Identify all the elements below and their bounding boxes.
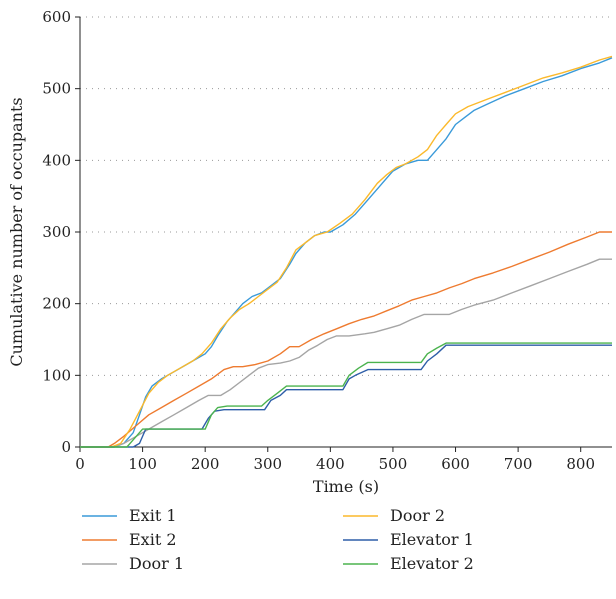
x-tick-label: 700 [504, 455, 533, 473]
series-lines [80, 55, 613, 448]
series-line-elevator-1 [80, 344, 612, 448]
x-tick-label: 100 [128, 455, 157, 473]
legend-label-exit-2: Exit 2 [129, 530, 177, 549]
y-tick-label: 100 [42, 366, 71, 384]
series-line-exit-1 [80, 57, 613, 448]
y-tick-label: 200 [42, 295, 71, 313]
y-tick-label: 300 [42, 223, 71, 241]
legend-label-door-1: Door 1 [129, 554, 184, 573]
series-line-door-2 [80, 55, 613, 448]
series-line-elevator-2 [80, 342, 612, 448]
legend-label-door-2: Door 2 [390, 506, 445, 525]
legend: Exit 1 Exit 2 Door 1 Door 2 Elevator 1 Elevat… [82, 506, 474, 573]
series-line-exit-2 [80, 231, 612, 448]
y-tick-label: 400 [42, 151, 71, 169]
legend-label-elevator-2: Elevator 2 [390, 554, 474, 573]
axes [75, 16, 612, 452]
y-tick-label: 600 [42, 8, 71, 26]
gridlines [80, 16, 612, 376]
series-line-door-1 [80, 258, 612, 448]
legend-label-exit-1: Exit 1 [129, 506, 177, 525]
x-tick-label: 0 [75, 455, 85, 473]
x-tick-label: 800 [566, 455, 595, 473]
y-tick-label: 0 [61, 438, 71, 456]
x-tick-label: 500 [379, 455, 408, 473]
x-tick-label: 300 [253, 455, 282, 473]
x-axis-title: Time (s) [313, 477, 379, 496]
legend-label-elevator-1: Elevator 1 [390, 530, 474, 549]
y-tick-label: 500 [42, 80, 71, 98]
x-tick-label: 200 [191, 455, 220, 473]
y-axis-title: Cumulative number of occupants [7, 97, 26, 366]
tick-labels: 0 100 200 300 400 500 600 700 800 0 100 200 300 400 50… [42, 8, 595, 473]
x-tick-label: 600 [441, 455, 470, 473]
x-tick-label: 400 [316, 455, 345, 473]
